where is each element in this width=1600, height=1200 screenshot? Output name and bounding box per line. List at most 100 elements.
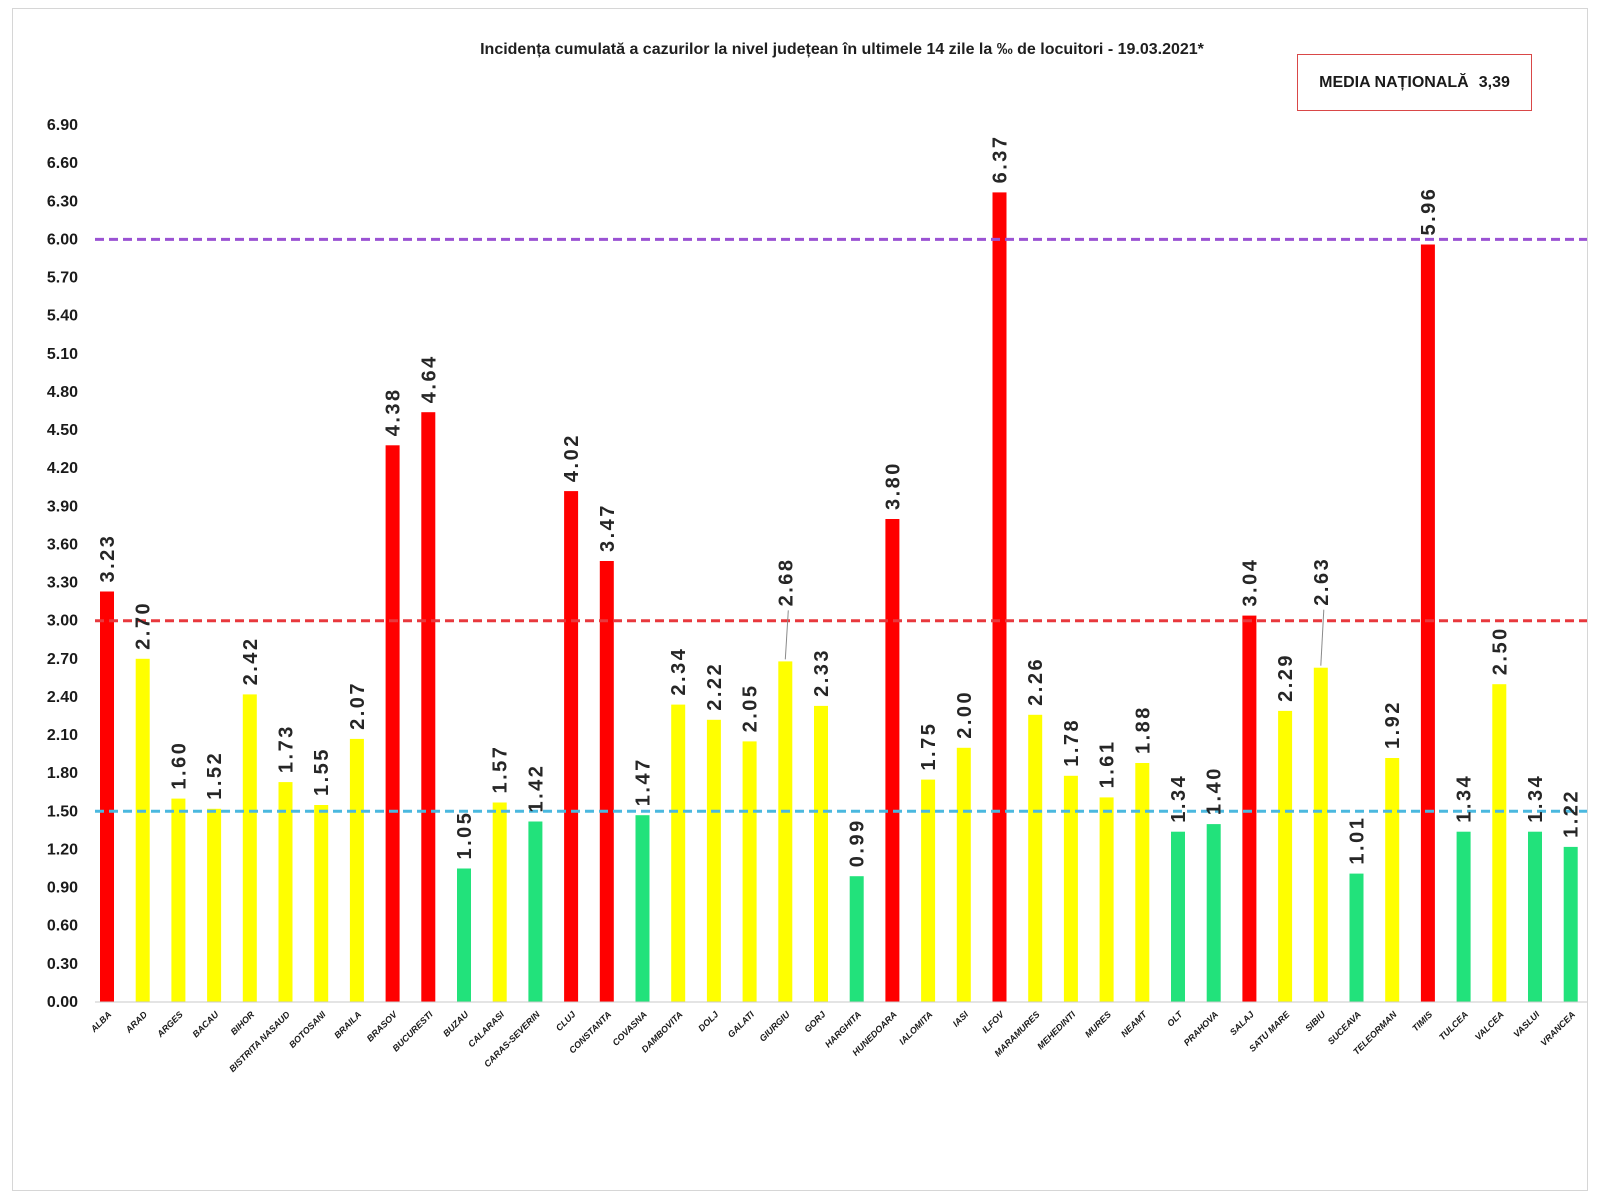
value-label-harghita: 0.99 xyxy=(847,818,869,867)
bar-brasov xyxy=(385,445,400,1002)
y-tick-label: 0.90 xyxy=(47,880,78,897)
bar-bacau xyxy=(207,808,222,1002)
bar-teleorman xyxy=(1385,758,1400,1002)
value-label-olt: 1.34 xyxy=(1168,774,1190,823)
bar-covasna xyxy=(635,815,650,1002)
y-tick-label: 1.50 xyxy=(47,803,78,820)
value-label-bistrita-nasaud: 1.73 xyxy=(276,724,298,773)
bar-harghita xyxy=(849,876,864,1002)
national-average-label: MEDIA NAȚIONALĂ xyxy=(1319,73,1469,91)
bar-iasi xyxy=(956,747,971,1002)
bar-gorj xyxy=(814,705,828,1002)
bar-vaslui xyxy=(1528,831,1542,1002)
value-label-bacau: 1.52 xyxy=(204,751,226,800)
bar-dolj xyxy=(706,719,721,1002)
value-label-prahova: 1.40 xyxy=(1204,766,1226,815)
value-label-alba: 3.23 xyxy=(97,534,119,583)
value-label-timis: 5.96 xyxy=(1418,187,1440,236)
bar-mehedinti xyxy=(1063,775,1078,1002)
y-tick-label: 5.10 xyxy=(47,346,78,363)
value-label-suceava: 1.01 xyxy=(1347,816,1369,865)
bar-sibiu xyxy=(1313,667,1328,1002)
y-tick-label: 3.30 xyxy=(47,575,78,592)
value-label-gorj: 2.33 xyxy=(811,648,833,697)
value-label-arges: 1.60 xyxy=(168,741,190,790)
bar-arges xyxy=(171,798,186,1002)
y-tick-label: 2.70 xyxy=(47,651,78,668)
national-average-value: 3,39 xyxy=(1478,73,1510,91)
bar-ilfov xyxy=(992,192,1007,1002)
bar-maramures xyxy=(1028,714,1043,1002)
y-tick-label: 6.00 xyxy=(47,231,78,248)
bar-olt xyxy=(1171,831,1185,1002)
value-label-maramures: 2.26 xyxy=(1025,657,1047,706)
value-label-sibiu: 2.63 xyxy=(1311,557,1333,606)
value-label-braila: 2.07 xyxy=(347,681,369,730)
bar-bucuresti xyxy=(421,412,436,1002)
bar-caras-severin xyxy=(528,821,543,1002)
leader-line-sibiu xyxy=(1320,609,1325,666)
value-label-mehedinti: 1.78 xyxy=(1061,718,1083,767)
bar-prahova xyxy=(1206,824,1221,1002)
value-label-bucuresti: 4.64 xyxy=(418,354,440,403)
y-tick-label: 6.30 xyxy=(47,193,78,210)
value-label-calarasi: 1.57 xyxy=(490,745,512,794)
value-label-satu-mare: 2.29 xyxy=(1275,653,1297,702)
y-tick-label: 1.80 xyxy=(47,765,78,782)
value-label-covasna: 1.47 xyxy=(633,757,655,806)
value-label-mures: 1.61 xyxy=(1097,739,1119,788)
value-label-botosani: 1.55 xyxy=(311,747,333,796)
value-label-vrancea: 1.22 xyxy=(1561,789,1583,838)
bar-satu-mare xyxy=(1278,710,1293,1002)
bar-giurgiu xyxy=(778,661,793,1002)
value-label-giurgiu: 2.68 xyxy=(775,557,797,606)
bar-salaj xyxy=(1242,615,1257,1002)
value-label-arad: 2.70 xyxy=(133,601,155,650)
bar-bistrita-nasaud xyxy=(278,782,293,1002)
bar-bihor xyxy=(242,694,257,1002)
y-tick-label: 5.40 xyxy=(47,308,78,325)
bar-dambovita xyxy=(671,704,686,1002)
bar-ialomita xyxy=(921,779,936,1002)
value-label-buzau: 1.05 xyxy=(454,811,476,860)
bar-tulcea xyxy=(1456,831,1471,1002)
value-label-ialomita: 1.75 xyxy=(918,722,940,771)
y-axis-tick-labels: 0.00 0.30 0.60 0.90 1.20 1.50 1.80 2.10 2.40 2.70… xyxy=(47,117,78,1011)
value-label-tulcea: 1.34 xyxy=(1454,774,1476,823)
value-label-constanta: 3.47 xyxy=(597,503,619,552)
y-tick-label: 3.00 xyxy=(47,613,78,630)
value-label-valcea: 2.50 xyxy=(1489,626,1511,675)
y-tick-label: 4.50 xyxy=(47,422,78,439)
national-average-box: MEDIA NAȚIONALĂ 3,39 xyxy=(1297,54,1532,111)
bar-braila xyxy=(349,738,364,1002)
bar-mures xyxy=(1099,797,1114,1002)
bar-botosani xyxy=(314,805,329,1002)
bar-cluj xyxy=(564,491,579,1002)
y-tick-label: 1.20 xyxy=(47,842,78,859)
bar-hunedoara xyxy=(885,519,900,1002)
bar-arad xyxy=(135,658,150,1002)
y-tick-label: 2.40 xyxy=(47,689,78,706)
value-label-dolj: 2.22 xyxy=(704,662,726,711)
value-labels: 3.23 2.70 1.60 1.52 2.42 1.73 1.55 2.07 4.38 4.64… xyxy=(97,134,1583,867)
y-tick-label: 4.80 xyxy=(47,384,78,401)
value-label-dambovita: 2.34 xyxy=(668,647,690,696)
y-tick-label: 6.60 xyxy=(47,155,78,172)
value-label-ilfov: 6.37 xyxy=(990,134,1012,183)
value-label-brasov: 4.38 xyxy=(383,387,405,436)
value-label-vaslui: 1.34 xyxy=(1525,774,1547,823)
bar-buzau xyxy=(457,868,471,1002)
bar-alba xyxy=(100,591,114,1002)
y-tick-label: 0.60 xyxy=(47,918,78,935)
value-label-bihor: 2.42 xyxy=(240,636,262,685)
reference-lines xyxy=(95,237,1587,813)
value-label-salaj: 3.04 xyxy=(1239,558,1261,607)
bar-timis xyxy=(1420,244,1435,1002)
bar-suceava xyxy=(1349,873,1364,1002)
bar-galati xyxy=(742,741,757,1002)
y-tick-label: 0.00 xyxy=(47,994,78,1011)
chart-title: Incidența cumulată a cazurilor la nivel … xyxy=(480,41,1204,58)
bar-vrancea xyxy=(1563,846,1578,1002)
